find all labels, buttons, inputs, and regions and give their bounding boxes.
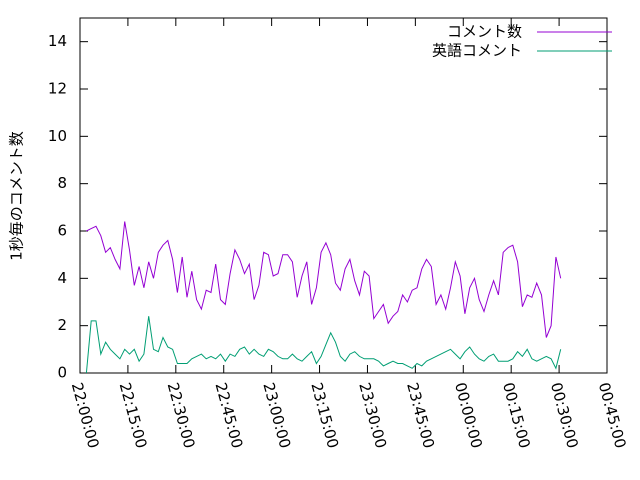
x-tick-label: 22:00:00 bbox=[68, 381, 103, 451]
y-axis-label: 1秒毎のコメント数 bbox=[8, 131, 26, 261]
plot-border bbox=[79, 17, 608, 374]
x-tick-label: 23:45:00 bbox=[403, 381, 438, 451]
x-tick-label: 00:00:00 bbox=[451, 381, 486, 451]
y-tick-label: 8 bbox=[57, 174, 67, 192]
x-tick-label: 22:15:00 bbox=[116, 381, 151, 451]
series-line bbox=[86, 221, 562, 338]
y-tick-label: 4 bbox=[57, 269, 67, 287]
x-tick-label: 00:45:00 bbox=[595, 381, 630, 451]
x-tick-label: 00:30:00 bbox=[547, 381, 582, 451]
y-tick-label: 0 bbox=[57, 364, 67, 382]
x-tick-label: 23:15:00 bbox=[307, 381, 342, 451]
x-tick-label: 23:00:00 bbox=[259, 381, 294, 451]
x-tick-label: 23:30:00 bbox=[355, 381, 390, 451]
legend-label: 英語コメント bbox=[432, 42, 522, 60]
y-tick-label: 14 bbox=[48, 32, 67, 50]
y-tick-label: 10 bbox=[48, 127, 67, 145]
y-tick-label: 2 bbox=[57, 316, 67, 334]
x-tick-label: 22:30:00 bbox=[164, 381, 199, 451]
y-tick-label: 6 bbox=[57, 222, 67, 240]
y-tick-label: 12 bbox=[48, 80, 67, 98]
x-tick-label: 22:45:00 bbox=[212, 381, 247, 451]
legend-label: コメント数 bbox=[447, 23, 522, 41]
x-tick-label: 00:15:00 bbox=[499, 381, 534, 451]
series-line bbox=[85, 316, 562, 374]
